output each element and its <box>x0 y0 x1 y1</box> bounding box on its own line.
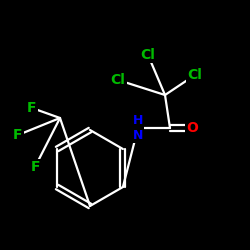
Text: F: F <box>30 160 40 174</box>
Text: Cl: Cl <box>110 73 126 87</box>
Text: Cl: Cl <box>140 48 156 62</box>
Text: F: F <box>13 128 23 142</box>
Text: O: O <box>186 121 198 135</box>
Text: Cl: Cl <box>188 68 202 82</box>
Text: H
N: H N <box>133 114 143 142</box>
Text: F: F <box>27 101 37 115</box>
